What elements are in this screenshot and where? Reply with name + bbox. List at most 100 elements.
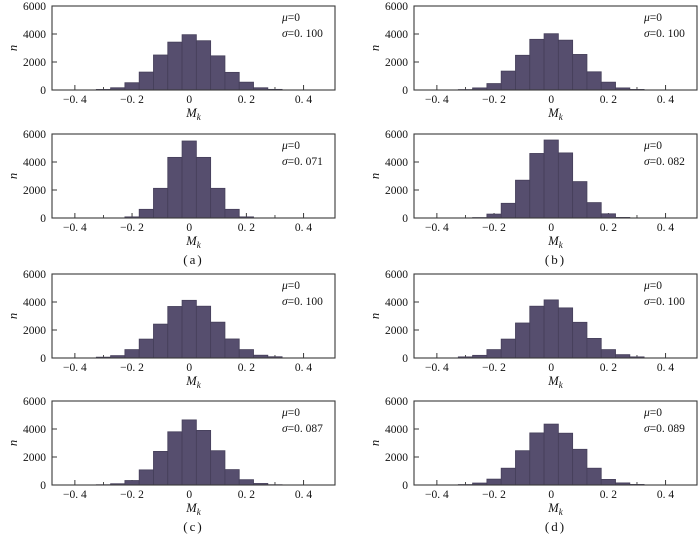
histogram-bar [500,70,516,91]
histogram-bar [557,39,574,91]
x-tick-label: 0. 4 [657,489,675,501]
x-tick-label: 0. 2 [238,362,256,374]
panel-b1: −0. 4 −0. 2 0 0. 2 0. 4 0 2000 4000 6000 n Mk μ=0 σ=… [350,0,700,128]
x-tick-label: 0. 4 [657,222,675,234]
y-axis-label: n [6,440,20,446]
x-axis-label: Mk [547,234,563,250]
sigma-annotation: σ=0. 100 [282,296,323,308]
y-tick-label: 6000 [23,269,46,281]
histogram-b2: −0. 4 −0. 2 0 0. 2 0. 4 0 2000 4000 6000 n Mk μ=0 σ=… [368,129,698,250]
x-tick-label: 0. 4 [295,222,313,234]
y-tick-label: 2000 [23,325,46,337]
x-tick-label: 0 [548,94,554,106]
histogram-bar [167,431,183,486]
histogram-bar [181,140,197,219]
x-tick-label: 0 [548,222,554,234]
y-tick-label: 4000 [23,157,46,169]
histogram-bar [557,307,574,359]
x-tick-label: 0 [548,489,554,501]
histogram-bar [500,202,516,219]
x-tick-label: −0. 4 [425,362,449,374]
histogram-bar [167,41,183,91]
x-tick-label: −0. 2 [482,222,506,234]
histogram-bar [572,448,588,486]
histogram-bar [138,338,154,359]
histogram-bar [138,469,154,486]
histogram-bar [124,480,140,486]
plot-frame [413,133,698,219]
y-tick-label: 2000 [385,185,408,197]
histogram-bar [515,54,531,91]
x-tick-label: −0. 2 [482,94,506,106]
panel-d1: −0. 4 −0. 2 0 0. 2 0. 4 0 2000 4000 6000 n Mk μ=0 σ=… [350,268,700,395]
sigma-annotation: σ=0. 089 [644,423,685,435]
x-tick-label: 0 [186,362,192,374]
histogram-bar [138,208,154,219]
x-tick-label: 0. 4 [295,362,313,374]
histogram-bar [600,479,616,486]
y-tick-label: 6000 [23,1,46,13]
histogram-bar [124,349,140,359]
histogram-bar [529,38,545,91]
y-tick-label: 0 [402,85,408,97]
histogram-bar [557,432,574,486]
histogram-bar [529,432,545,486]
x-tick-label: −0. 2 [120,94,144,106]
y-tick-label: 0 [40,85,46,97]
x-tick-label: 0. 4 [657,362,675,374]
x-axis-label: Mk [547,106,563,122]
histogram-bar [210,55,226,91]
histogram-bar [224,71,240,91]
histogram-bar [586,71,602,91]
y-axis-label: n [368,440,382,446]
y-tick-label: 6000 [385,1,408,13]
histogram-bar [138,71,154,91]
panel-a1: −0. 4 −0. 2 0 0. 2 0. 4 0 2000 4000 6000 n Mk μ=0 σ=… [0,0,350,128]
y-tick-label: 0 [402,213,408,225]
histogram-bar [515,450,531,486]
mu-annotation: μ=0 [643,140,662,152]
y-tick-label: 0 [40,213,46,225]
x-tick-label: 0 [186,94,192,106]
sigma-annotation: σ=0. 082 [644,156,685,168]
histogram-c1: −0. 4 −0. 2 0 0. 2 0. 4 0 2000 4000 6000 n Mk μ=0 σ=… [6,269,336,390]
x-tick-label: 0 [186,489,192,501]
histogram-bar [238,81,254,91]
histogram-bar [557,152,574,219]
histogram-bar [153,187,169,219]
histogram-bar [153,323,169,359]
histogram-bar [572,181,588,219]
x-tick-label: 0. 2 [600,222,618,234]
group-label-a: (a) [183,252,204,267]
plot-frame [51,5,336,91]
histogram-bar [167,156,183,219]
plot-frame [413,273,698,359]
y-axis-label: n [6,313,20,319]
panel-d2: −0. 4 −0. 2 0 0. 2 0. 4 0 2000 4000 6000 n Mk μ=0 σ=… [350,395,700,538]
panel-c1: −0. 4 −0. 2 0 0. 2 0. 4 0 2000 4000 6000 n Mk μ=0 σ=… [0,268,350,395]
y-tick-label: 0 [402,480,408,492]
histogram-bar [515,179,531,219]
y-tick-label: 2000 [23,452,46,464]
x-tick-label: 0. 2 [600,94,618,106]
mu-annotation: μ=0 [281,140,300,152]
histogram-bar [586,338,602,359]
y-tick-label: 6000 [385,129,408,141]
x-tick-label: 0. 2 [238,94,256,106]
x-tick-label: −0. 4 [63,222,87,234]
histogram-bar [586,467,602,486]
x-axis-label: Mk [547,374,563,390]
y-tick-label: 6000 [23,396,46,408]
mu-annotation: μ=0 [281,407,300,419]
histogram-c2: −0. 4 −0. 2 0 0. 2 0. 4 0 2000 4000 6000 n Mk μ=0 σ=… [6,396,336,517]
x-tick-label: −0. 2 [120,222,144,234]
x-tick-label: 0. 4 [295,489,313,501]
histogram-bar [224,208,240,219]
y-tick-label: 4000 [385,297,408,309]
x-axis-label: Mk [185,106,201,122]
sigma-annotation: σ=0. 100 [282,28,323,40]
histogram-bar [153,54,169,91]
y-tick-label: 6000 [385,396,408,408]
y-tick-label: 4000 [23,29,46,41]
